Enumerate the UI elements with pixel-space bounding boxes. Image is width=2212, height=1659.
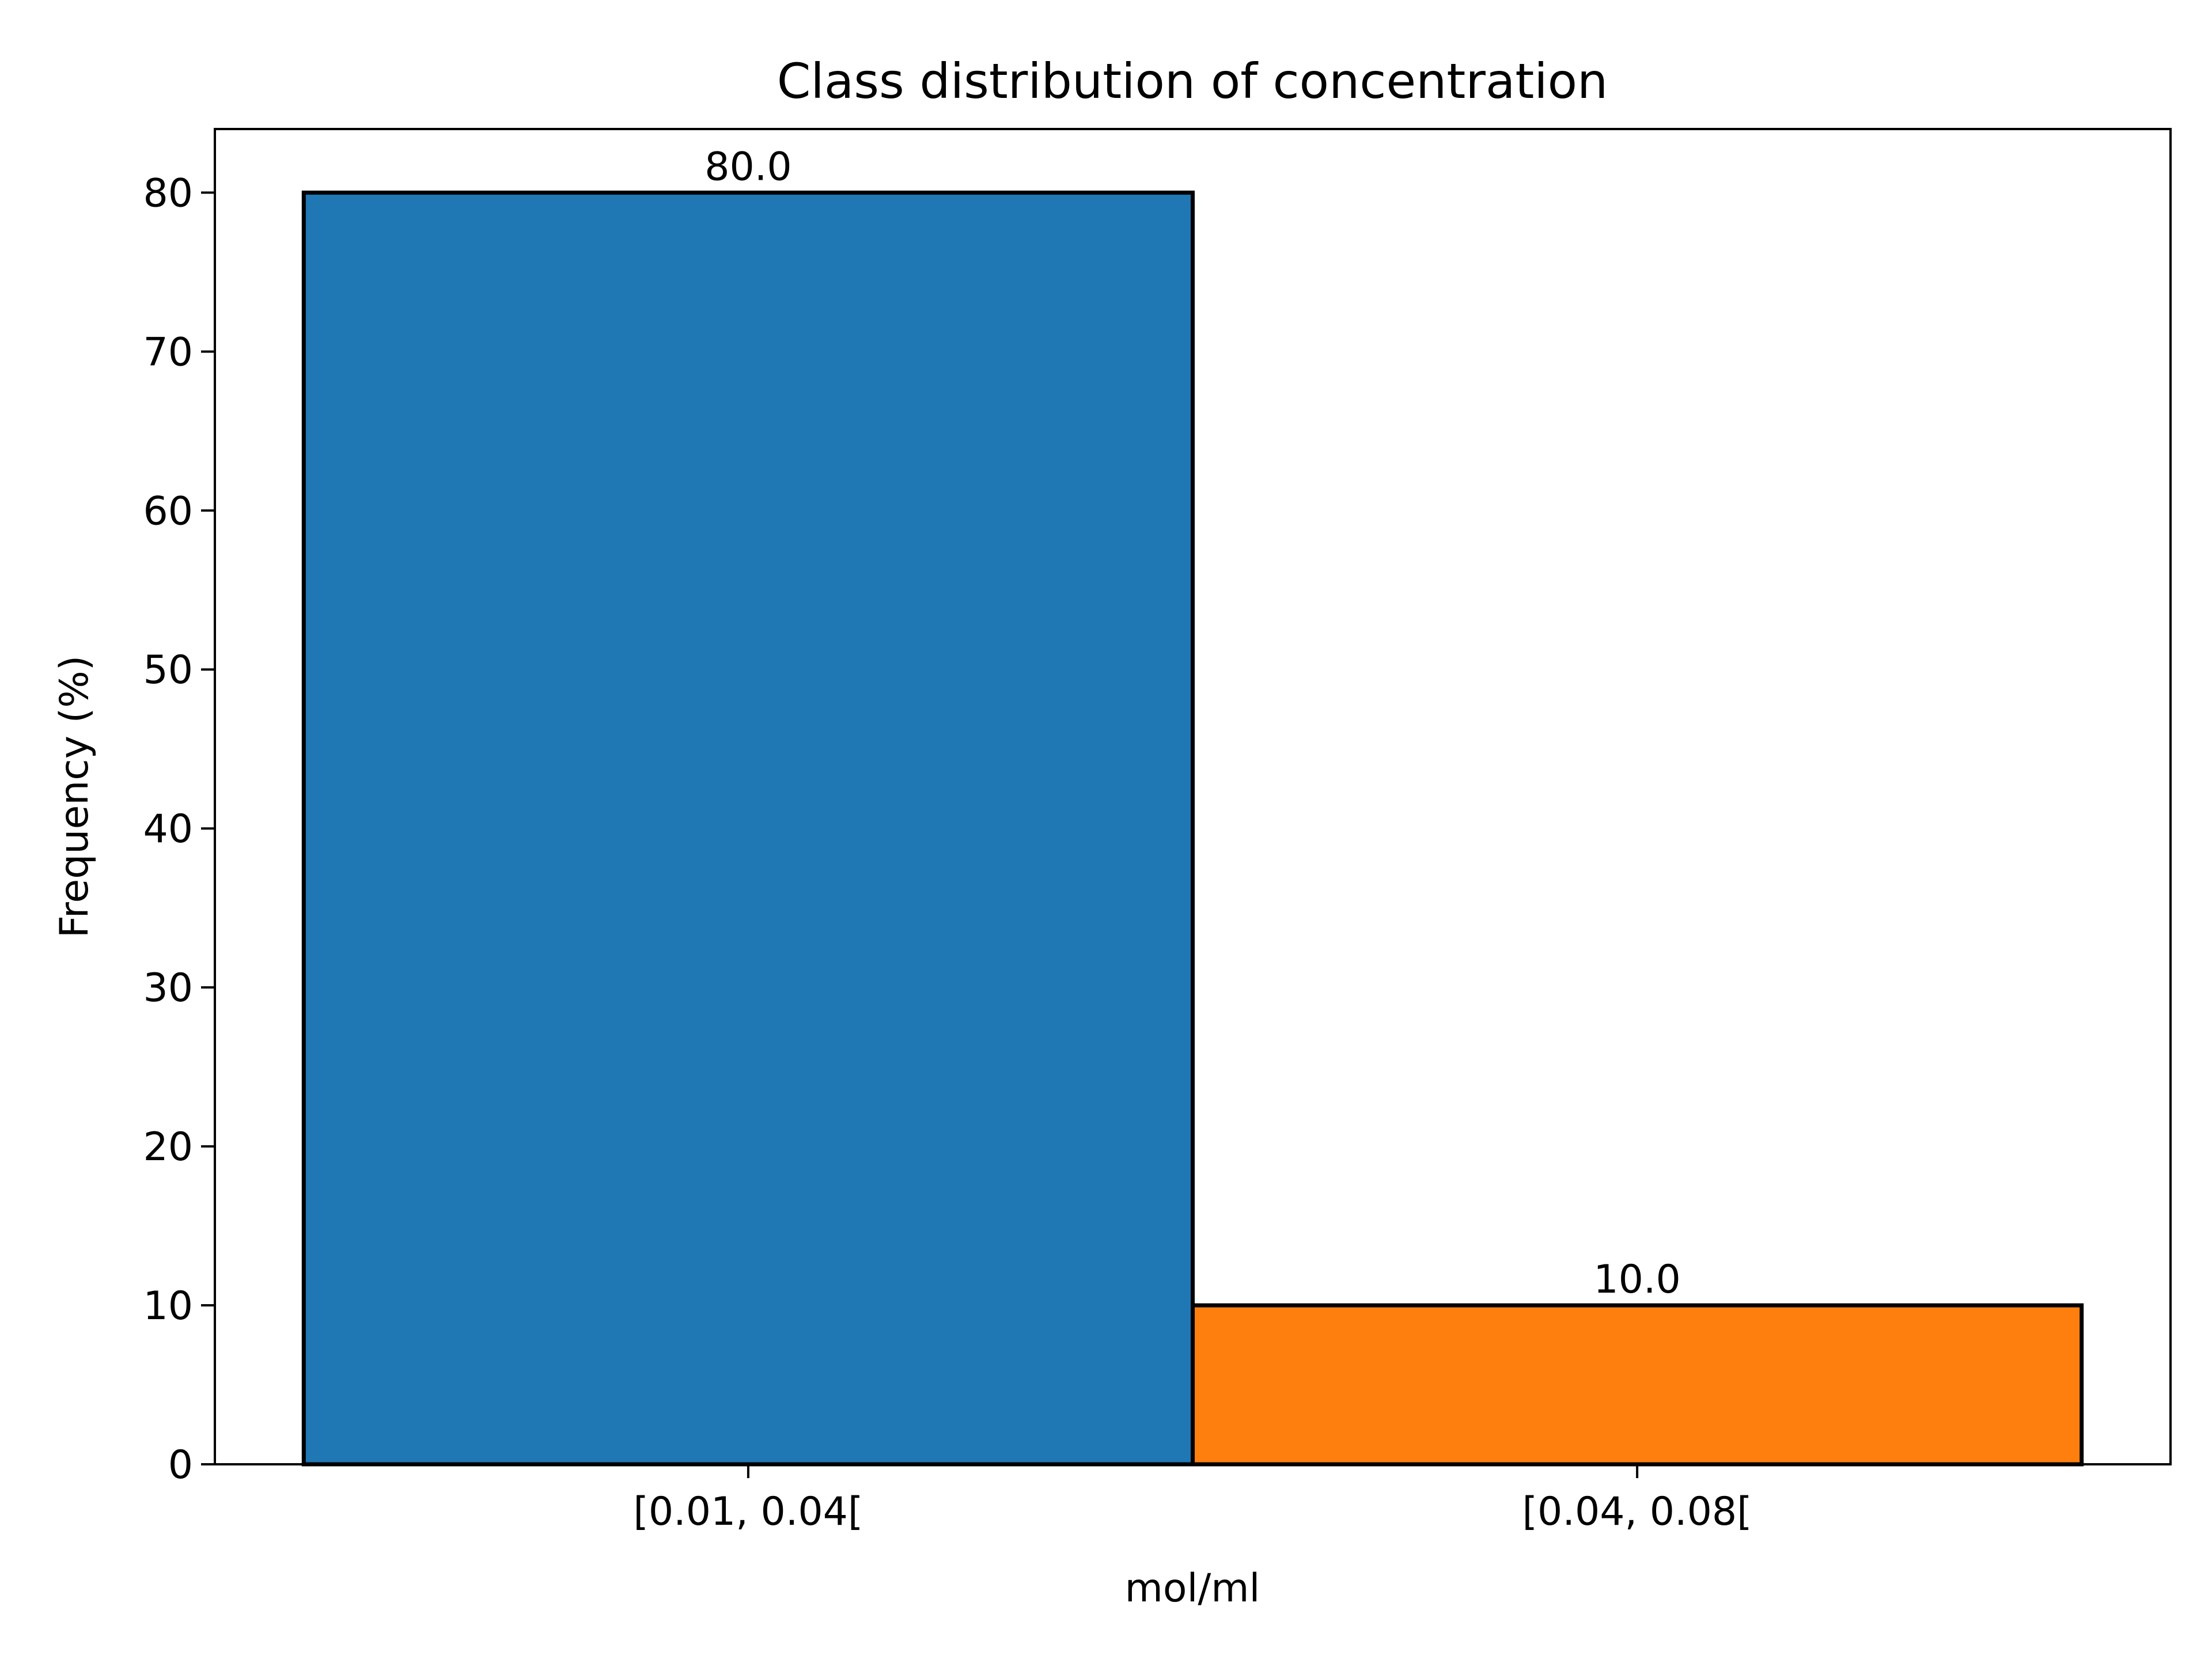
x-tick-label-2: [0.04, 0.08[ — [1522, 1489, 1752, 1535]
plot-frame — [214, 128, 2172, 1465]
bar-value-label-2: 10.0 — [1593, 1257, 1680, 1302]
y-tick-label-7: 60 — [143, 488, 193, 534]
y-tick-label-1: 0 — [168, 1442, 193, 1488]
bar-1 — [301, 190, 1195, 1467]
y-tick-label-2: 10 — [143, 1283, 193, 1329]
y-tick-label-8: 70 — [143, 329, 193, 375]
bar-value-label-1: 80.0 — [704, 144, 791, 190]
x-axis-label: mol/ml — [1125, 1566, 1260, 1611]
y-axis-label: Frequency (%) — [52, 656, 97, 938]
y-axis: 0 10 20 30 40 50 60 70 80 — [143, 171, 215, 1488]
y-tick-label-9: 80 — [143, 171, 193, 216]
value-labels-layer: 80.0 10.0 — [704, 144, 1681, 1302]
bar-2 — [1191, 1303, 2084, 1467]
y-tick-label-6: 50 — [143, 647, 193, 693]
y-tick-label-5: 40 — [143, 806, 193, 852]
bars-layer — [301, 190, 2084, 1467]
x-axis: [0.01, 0.04[ [0.04, 0.08[ — [633, 1464, 1752, 1535]
chart-title: Class distribution of concentration — [777, 53, 1608, 109]
x-tick-label-1: [0.01, 0.04[ — [633, 1489, 863, 1535]
y-tick-label-3: 20 — [143, 1124, 193, 1170]
y-tick-label-4: 30 — [143, 965, 193, 1011]
